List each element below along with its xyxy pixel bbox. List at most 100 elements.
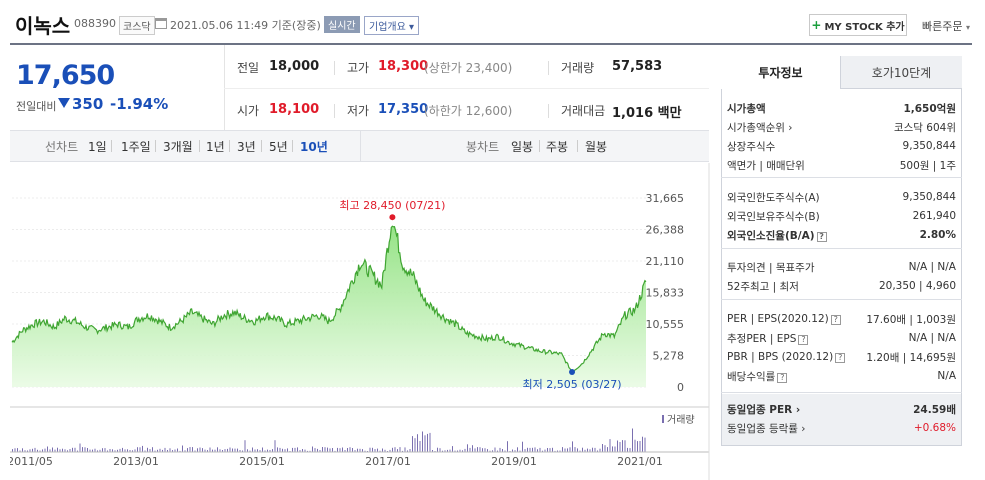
add-mystock-button[interactable]: + MY STOCK 추가 <box>809 14 907 36</box>
volume-bar <box>642 436 643 452</box>
volume-bar <box>334 450 336 452</box>
tab-1d[interactable]: 1일 <box>88 140 107 154</box>
tab-daily[interactable]: 일봉 <box>511 140 534 154</box>
tab-monthly[interactable]: 월봉 <box>585 140 608 154</box>
info-row: 외국인한도주식수(A) 9,350,844 <box>727 188 956 206</box>
info-label: 상장주식수 <box>727 140 776 153</box>
high-label: 고가 <box>347 61 370 75</box>
volume-bar <box>439 448 441 452</box>
plus-icon: + <box>811 18 822 32</box>
volume-bar <box>32 448 33 452</box>
tab-1w[interactable]: 1주일 <box>121 140 151 154</box>
volume-bar <box>324 447 326 452</box>
volume-bar <box>359 448 361 452</box>
current-price: 17,650 <box>16 60 115 91</box>
help-icon[interactable]: ? <box>816 231 827 242</box>
volume-bar <box>514 450 516 452</box>
x-axis-ticks: 2011/05 2013/01 2015/01 2017/01 2019/01 2021/… <box>10 455 663 468</box>
help-icon[interactable]: ? <box>777 372 788 383</box>
volume-bar <box>282 448 283 452</box>
tab-investment-info[interactable]: 투자정보 <box>721 56 841 89</box>
tab-orderbook-10[interactable]: 호가10단계 <box>841 56 962 89</box>
info-value: N/A | N/A <box>908 261 956 273</box>
tab-3m[interactable]: 3개월 <box>163 140 193 154</box>
volume-bar <box>242 450 243 452</box>
volume-bar <box>224 449 226 452</box>
volume-bar <box>299 450 301 452</box>
volume-bar <box>557 450 558 452</box>
realtime-badge[interactable]: 실시간 <box>324 16 360 33</box>
volume-bar <box>579 450 581 452</box>
volume-bar <box>369 447 371 452</box>
tab-weekly[interactable]: 주봉 <box>546 140 569 154</box>
info-label: 배당수익률? <box>727 369 788 384</box>
quick-order-button[interactable]: 빠른주문 ▾ <box>922 18 970 34</box>
volume-bar <box>569 447 571 452</box>
volume-bar <box>502 449 503 452</box>
company-info-dropdown[interactable]: 기업개요 ▾ <box>364 16 420 35</box>
stats-divider <box>224 88 709 89</box>
y-tick-label: 0 <box>677 381 684 394</box>
info-row: 배당수익률? N/A <box>727 367 956 385</box>
tab-1y[interactable]: 1년 <box>206 140 225 154</box>
volume-bar <box>89 449 91 452</box>
volume-bar <box>442 450 443 452</box>
tab-10y[interactable]: 10년 <box>300 140 328 154</box>
x-tick-label: 2021/01 <box>617 455 663 468</box>
volume-bar <box>344 450 346 452</box>
stock-name: 이녹스 <box>15 14 71 38</box>
volume-bar <box>294 447 296 452</box>
info-label: 외국인소진율(B/A)? <box>727 228 827 243</box>
volume-legend-swatch <box>662 415 664 423</box>
volume-bar <box>27 450 28 452</box>
volume-bar <box>582 447 583 452</box>
volume-bar <box>574 447 576 452</box>
volume-bar <box>494 447 496 452</box>
volume-bar <box>524 449 526 452</box>
volume-bar <box>132 450 133 452</box>
tab-3y[interactable]: 3년 <box>237 140 256 154</box>
y-tick-label: 21,110 <box>646 255 685 268</box>
volume-bar <box>417 434 418 452</box>
volume-bar <box>177 448 178 452</box>
volume-bar <box>37 449 38 452</box>
volume-bar <box>164 447 166 452</box>
info-value: 2.80% <box>919 229 956 241</box>
volume-bar <box>204 449 206 452</box>
volume-bar <box>179 450 181 452</box>
volume-bar <box>644 437 646 452</box>
y-tick-label: 10,555 <box>646 318 685 331</box>
high-value: 18,300 <box>378 59 429 74</box>
volume-bar <box>47 446 48 452</box>
amount-label: 거래대금 <box>561 104 606 118</box>
tab-separator <box>261 140 262 152</box>
volume-bar <box>419 441 421 452</box>
info-label: 외국인보유주식수(B) <box>727 210 820 223</box>
volume-bar <box>104 448 106 452</box>
info-label: PBR | BPS (2020.12)? <box>727 351 846 363</box>
y-tick-label: 5,278 <box>653 350 685 363</box>
change-value: 350 <box>72 95 104 113</box>
prev-close-label: 전일 <box>237 61 260 75</box>
info-row: PBR | BPS (2020.12)? 1.20배 | 14,695원 <box>727 348 956 366</box>
volume-bar <box>297 447 298 452</box>
volume-bar <box>24 450 26 452</box>
tab-5y[interactable]: 5년 <box>269 140 288 154</box>
help-icon[interactable]: ? <box>830 315 841 325</box>
prev-close-value: 18,000 <box>269 59 320 74</box>
volume-bar <box>114 450 116 452</box>
help-icon[interactable]: ? <box>798 334 809 345</box>
volume-bar <box>199 447 201 452</box>
volume-bar <box>259 450 261 452</box>
panel-divider <box>721 248 962 249</box>
volume-bar <box>339 448 341 452</box>
volume-bar <box>312 446 313 452</box>
help-icon[interactable]: ? <box>835 353 846 363</box>
volume-bar <box>504 450 506 452</box>
sector-summary-bg <box>722 394 961 445</box>
volume-bar <box>602 444 603 452</box>
info-value: 9,350,844 <box>902 140 956 152</box>
info-label: 동일업종 등락률 › <box>727 422 806 435</box>
volume-bar <box>284 449 286 452</box>
volume-bar <box>424 435 426 452</box>
